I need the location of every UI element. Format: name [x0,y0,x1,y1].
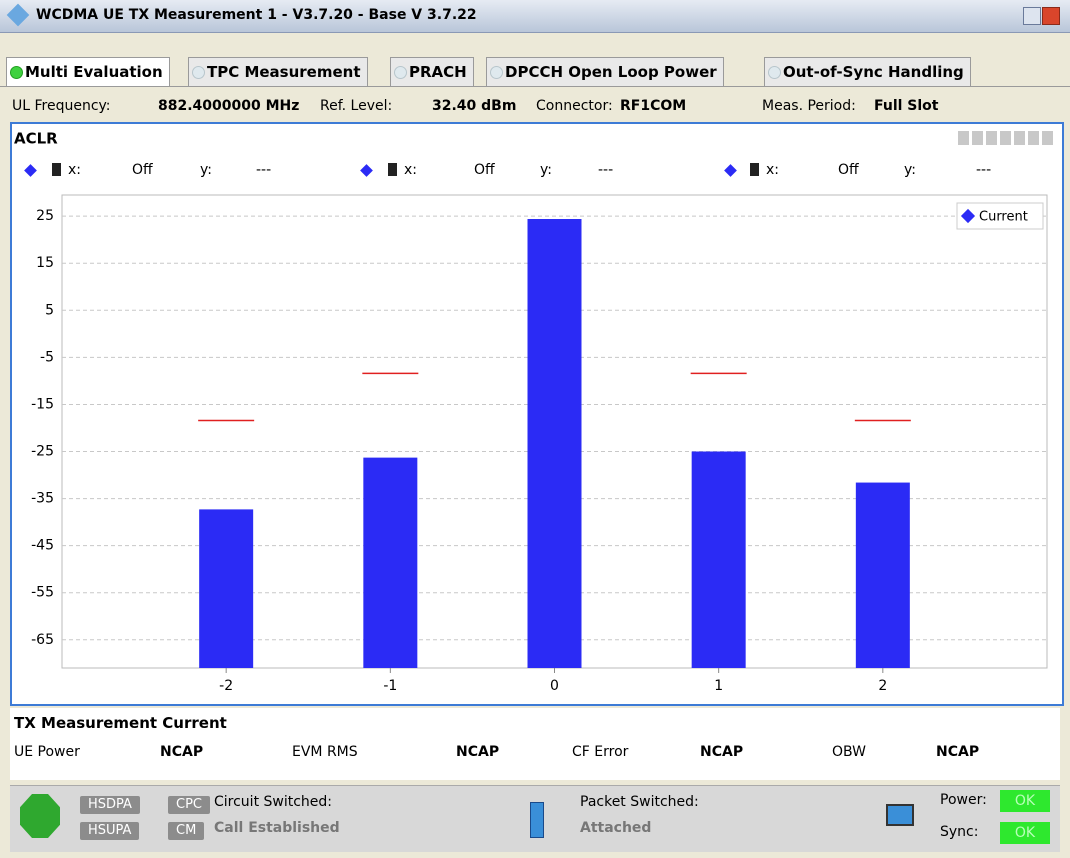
tx-label: EVM RMS [292,744,358,760]
marker-label: x: [766,162,780,178]
status-label: Sync: [940,824,979,840]
marker-label: x: [68,162,82,178]
pc-icon [886,804,914,826]
tx-value: NCAP [456,744,500,760]
tab[interactable]: PRACH [390,57,474,86]
marker-label: y: [904,162,916,178]
tx-label: UE Power [14,744,80,760]
status-bar: HSDPA CPC HSUPA CM Circuit Switched: Cal… [10,785,1060,852]
tx-title: TX Measurement Current [14,714,227,732]
status-pill: CPC [168,796,210,814]
marker-label: y: [200,162,212,178]
marker-value: --- [598,162,614,178]
info-label: Ref. Level: [320,98,393,114]
status-ok: OK [1000,822,1050,844]
minimize-button[interactable] [1023,7,1041,25]
info-value: 882.4000000 MHz [158,98,300,114]
marker-row: x: Off y: --- x: Off y: --- x: Off y: --… [12,160,1052,184]
marker-value: --- [976,162,992,178]
title-bar: WCDMA UE TX Measurement 1 - V3.7.20 - Ba… [0,0,1070,33]
info-value: 32.40 dBm [432,98,517,114]
status-pill: HSDPA [80,796,140,814]
status-label: Power: [940,792,987,808]
window-title: WCDMA UE TX Measurement 1 - V3.7.20 - Ba… [36,7,477,23]
tx-panel: TX Measurement Current UE Power NCAP EVM… [10,708,1060,780]
marker-icon [360,164,373,177]
tx-label: OBW [832,744,866,760]
marker-badge [52,163,61,176]
status-label: Packet Switched: [580,794,699,810]
status-pill: HSUPA [80,822,140,840]
info-value: RF1COM [620,98,687,114]
network-icon [20,794,60,838]
tab-divider [0,86,1070,87]
tx-value: NCAP [700,744,744,760]
marker-value: Off [474,162,495,178]
tx-value: NCAP [936,744,980,760]
marker-badge [750,163,759,176]
close-button[interactable] [1042,7,1060,25]
status-label: Circuit Switched: [214,794,333,810]
chart-panel [10,122,1064,706]
marker-icon [24,164,37,177]
marker-value: Off [132,162,153,178]
info-label: Meas. Period: [762,98,856,114]
marker-value: Off [838,162,859,178]
marker-icon [724,164,737,177]
tx-value: NCAP [160,744,204,760]
tab[interactable]: DPCCH Open Loop Power [486,57,724,86]
info-label: Connector: [536,98,613,114]
info-label: UL Frequency: [12,98,111,114]
status-ok: OK [1000,790,1050,812]
phone-icon [530,802,544,838]
tab[interactable]: Out-of-Sync Handling [764,57,971,86]
tab[interactable]: Multi Evaluation [6,57,170,86]
panel-indicator [958,131,1056,145]
marker-label: x: [404,162,418,178]
tx-label: CF Error [572,744,629,760]
tab[interactable]: TPC Measurement [188,57,368,86]
status-pill: CM [168,822,205,840]
marker-label: y: [540,162,552,178]
marker-value: --- [256,162,272,178]
app-icon [6,3,30,27]
status-value: Call Established [214,820,340,836]
status-value: Attached [580,820,652,836]
info-value: Full Slot [874,98,939,114]
marker-badge [388,163,397,176]
